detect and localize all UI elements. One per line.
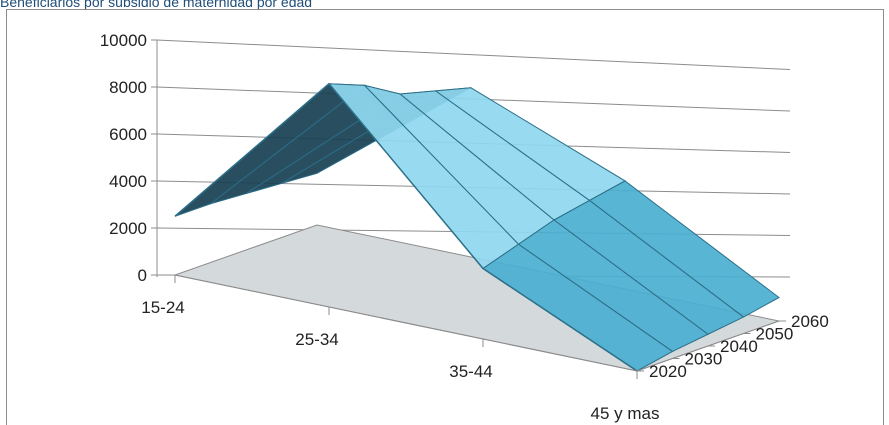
chart-surface xyxy=(174,83,780,372)
chart-axes xyxy=(151,39,786,379)
surface-front-edge xyxy=(174,83,330,217)
category-tick-label: 45 y mas xyxy=(591,404,660,423)
value-tick-label: 6000 xyxy=(109,125,147,144)
category-tick-label: 25-34 xyxy=(295,330,338,349)
chart-labels: 0 2000 4000 6000 8000 10000 15-24 25-34 35-44 45 … xyxy=(100,31,829,423)
surface-front-edge xyxy=(482,267,638,372)
series-tick-label: 2060 xyxy=(791,312,829,331)
series-tick-label: 2030 xyxy=(685,350,723,369)
category-tick-label: 15-24 xyxy=(141,298,184,317)
category-axis-line xyxy=(174,274,638,372)
chart-border xyxy=(6,9,884,425)
surface-front-edge xyxy=(328,83,484,269)
value-tick-label: 4000 xyxy=(109,172,147,191)
series-tick-label: 2040 xyxy=(720,337,758,356)
value-tick-label: 10000 xyxy=(100,31,147,50)
series-tick-label: 2020 xyxy=(649,362,687,381)
value-tick-label: 0 xyxy=(138,266,147,285)
value-tick-label: 8000 xyxy=(109,78,147,97)
series-tick-label: 2050 xyxy=(756,325,794,344)
chart-title: Beneficiarios por subsidio de maternidad… xyxy=(0,0,313,10)
gridline xyxy=(156,39,791,70)
value-tick-label: 2000 xyxy=(109,219,147,238)
category-tick-label: 35-44 xyxy=(449,362,492,381)
